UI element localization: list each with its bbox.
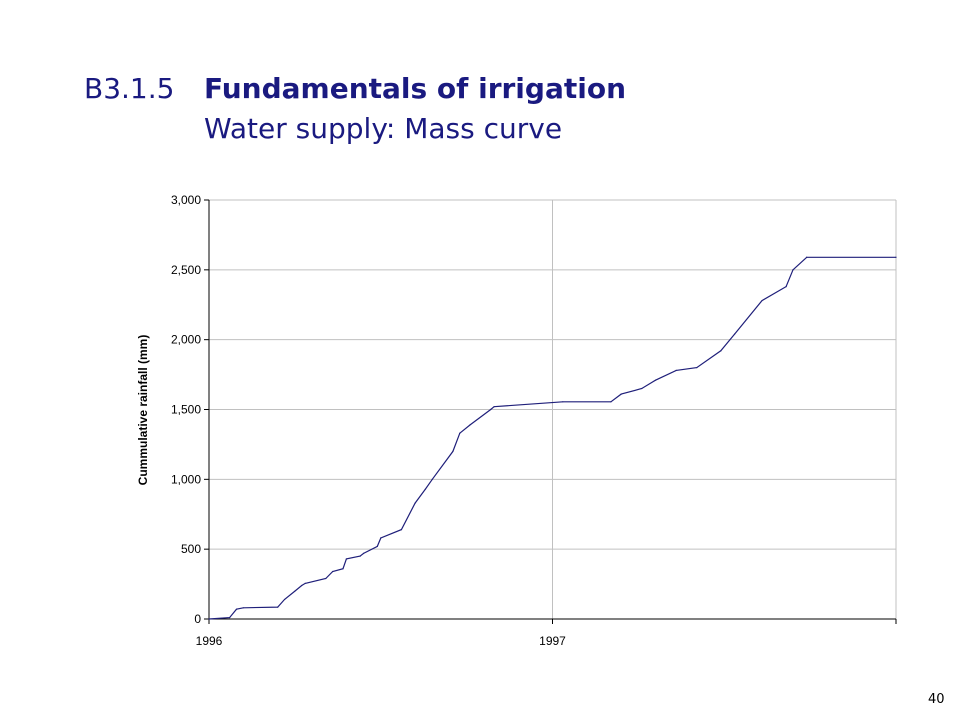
data-point [806,256,808,258]
slide-code: B3.1.5 [84,72,175,105]
data-point [400,529,402,531]
data-point [325,577,327,580]
data-point [696,367,698,369]
data-point [654,379,657,381]
data-point [675,369,677,371]
page-number: 40 [928,692,945,707]
data-point [304,582,306,584]
data-point [414,502,416,504]
data-point [229,617,231,619]
data-point [452,450,454,452]
data-point [641,387,643,390]
y-tick-label: 2,500 [171,263,201,277]
data-point [720,350,722,352]
axis-layer [204,199,897,624]
data-point [761,299,763,302]
data-point [610,401,612,403]
y-tick-label: 0 [194,612,201,626]
data-point [459,432,461,434]
data-point [785,285,787,288]
slide-title: B3.1.5 Fundamentals of irrigation [84,72,626,106]
y-tick-label: 500 [181,542,201,556]
data-point [242,607,244,609]
data-point [301,584,303,587]
data-point [235,608,238,610]
data-point [562,401,564,403]
data-point [359,555,361,557]
x-tick-label: 1996 [196,634,223,648]
data-point [469,424,471,426]
y-tick-label: 3,000 [171,193,201,207]
data-point [490,408,492,411]
data-point [294,590,296,592]
y-tick-label: 1,500 [171,403,201,417]
data-point [345,558,347,560]
label-layer: 0 500 1,000 1,500 2,000 2,500 3,000 1996 1997 Cum… [136,193,566,648]
data-point [380,537,382,539]
data-point [283,598,286,601]
data-point [620,393,622,395]
data-point [208,618,210,620]
data-point [342,568,344,570]
y-axis-label: Cummulative rainfall (mm) [136,335,150,486]
series-layer [208,256,897,620]
slide-title-text: Fundamentals of irrigation [204,72,626,105]
grid-layer [209,199,897,619]
data-point [733,333,736,335]
y-tick-label: 2,000 [171,333,201,347]
data-point [792,269,794,271]
x-tick-label: 1997 [539,634,566,648]
data-point [332,570,334,573]
data-point [424,488,427,490]
data-point [493,406,495,408]
data-point [277,606,279,608]
data-point [431,478,433,480]
data-point [362,552,365,554]
y-tick-label: 1,000 [171,472,201,486]
slide-subtitle: Water supply: Mass curve [204,112,563,145]
data-point [376,545,378,547]
data-point [895,256,897,258]
series-line [208,256,896,620]
